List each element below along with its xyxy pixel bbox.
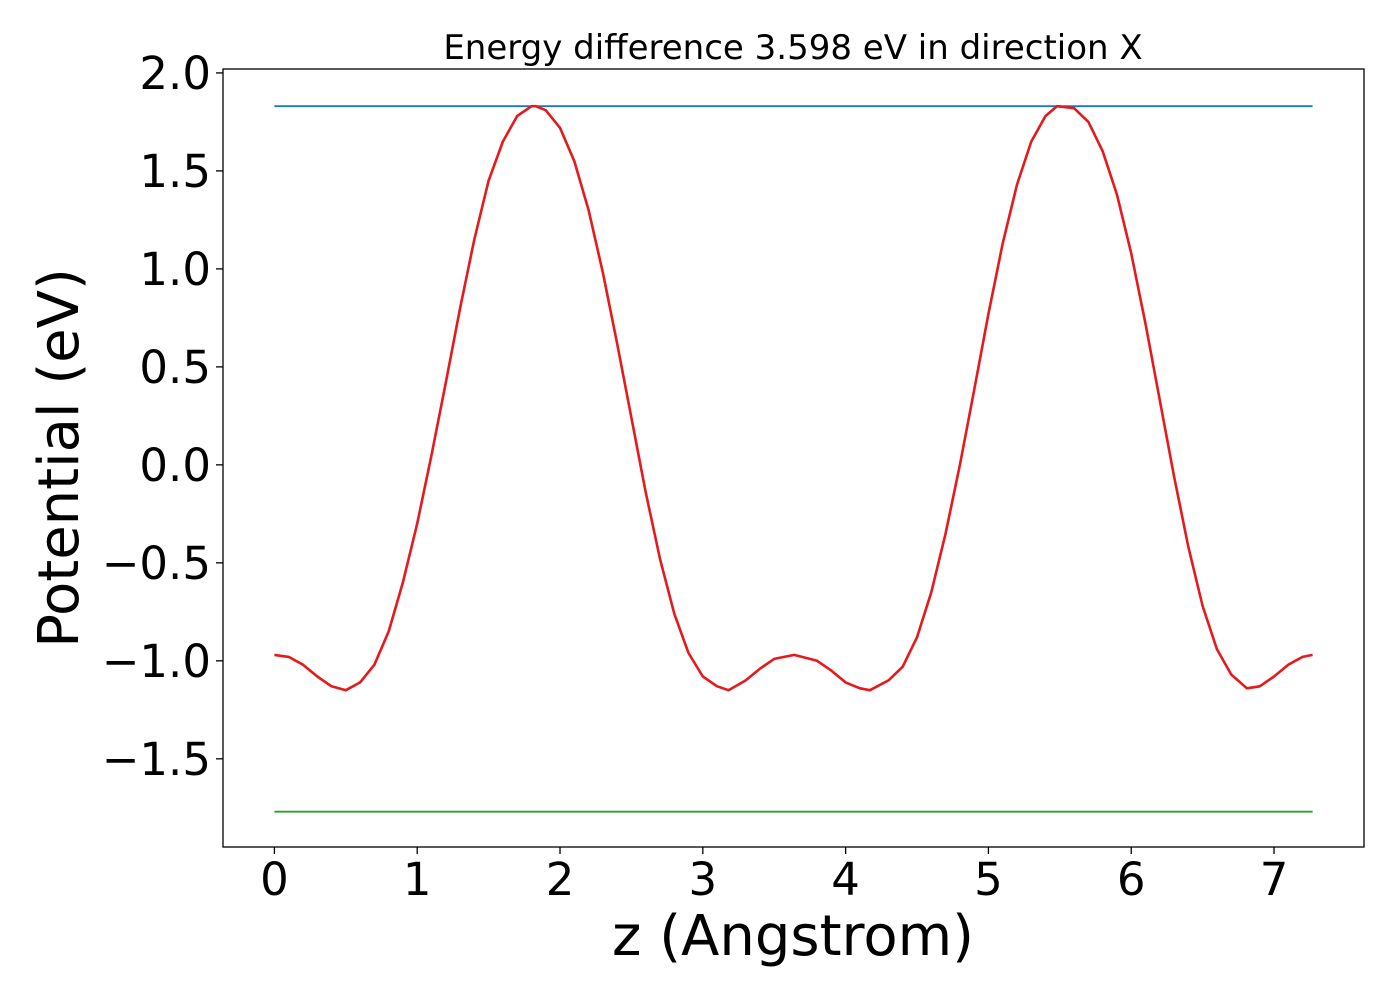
x-tick-label: 6 [1117,853,1146,906]
plot-frame [222,68,1365,848]
series-line-2 [274,104,1313,692]
chart-title: Energy difference 3.598 eV in direction … [443,28,1142,68]
y-tick-label: 1.0 [139,243,211,296]
y-axis: −1.5 −1.0 −0.5 0.0 0.5 1.0 1.5 2.0 [102,47,223,786]
x-tick-label: 5 [974,853,1003,906]
x-tick-label: 1 [403,853,432,906]
x-tick-label: 2 [546,853,575,906]
y-tick-label: −1.0 [102,635,211,688]
y-tick-label: 2.0 [139,47,211,100]
x-tick-label: 0 [260,853,289,906]
y-axis-label: Potential (eV) [27,268,92,648]
x-tick-label: 7 [1260,853,1289,906]
y-tick-label: 0.5 [139,341,211,394]
y-tick-label: −1.5 [102,733,211,786]
y-tick-label: 0.0 [139,439,211,492]
y-tick-label: −0.5 [102,537,211,590]
x-tick-label: 3 [688,853,717,906]
series-layer [274,104,1313,813]
x-axis: 0 1 2 3 4 5 6 7 [260,847,1288,906]
x-axis-label: z (Angstrom) [612,904,974,969]
y-tick-label: 1.5 [139,145,211,198]
x-tick-label: 4 [831,853,860,906]
